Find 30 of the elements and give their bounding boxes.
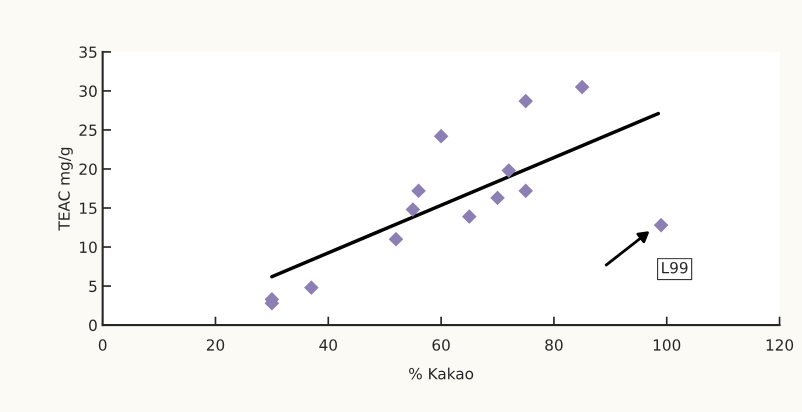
point (490, 190, 505, 206)
x-tick-label: 0 (98, 339, 106, 351)
y-tick-label: 25 (79, 124, 96, 136)
point (462, 209, 477, 224)
point (502, 163, 516, 178)
y-tick-label: 15 (80, 202, 96, 214)
y-tick-label: 30 (80, 85, 97, 97)
annotation: L99 (662, 262, 688, 274)
y-tick-label: 20 (79, 163, 97, 175)
x-tick-label: 40 (319, 339, 337, 351)
point (518, 94, 533, 108)
point (574, 80, 590, 94)
y-tick-label: 0 (89, 320, 97, 332)
y-tick-label: 10 (80, 241, 97, 254)
x-tick-label: 100 (654, 339, 680, 351)
x-tick-label: 80 (545, 339, 563, 351)
y-axis-title: TEAC mg/g (58, 148, 73, 231)
point (411, 184, 426, 198)
point (304, 280, 319, 295)
x-tick-label: 120 (766, 339, 794, 351)
y-tick-label: 5 (89, 280, 96, 292)
y-tick-label: 35 (80, 46, 96, 58)
x-tick-label: 60 (432, 339, 450, 351)
point (518, 184, 533, 198)
point (406, 202, 420, 217)
point (434, 128, 448, 144)
x-tick-label: 20 (206, 339, 224, 351)
point (654, 218, 668, 232)
x-axis-title: % Kakao (409, 368, 474, 380)
point (388, 232, 404, 247)
